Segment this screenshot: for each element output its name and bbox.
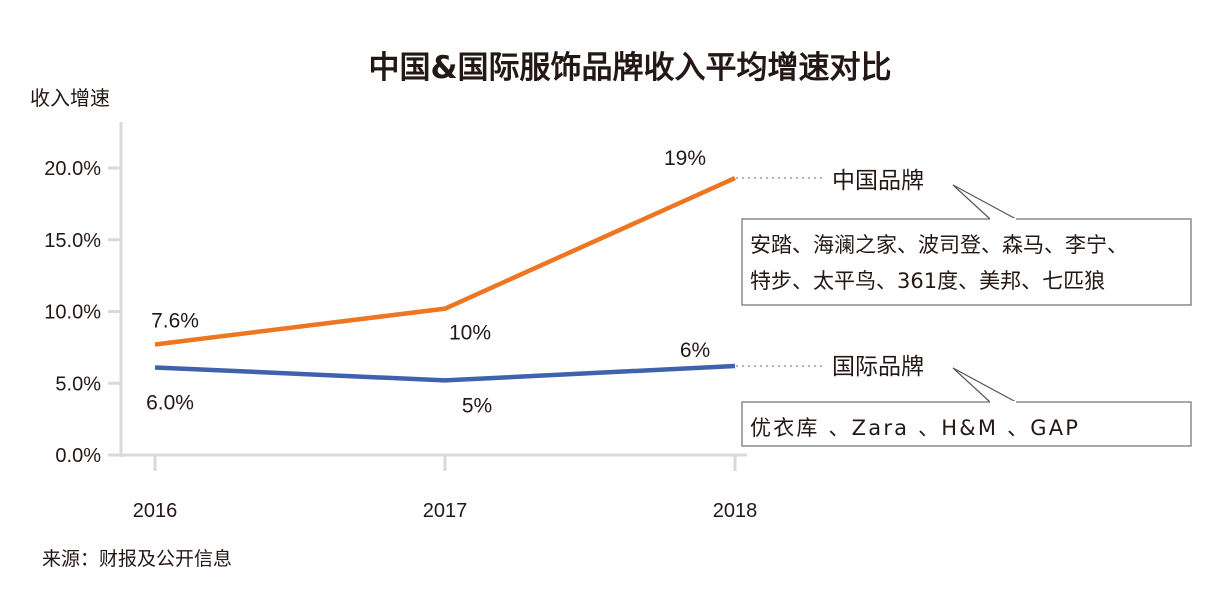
data-label: 19%	[664, 147, 706, 170]
data-labels: 7.6% 10% 19% 6.0% 5% 6%	[146, 147, 710, 417]
callout-brands: 特步、太平鸟、361度、美邦、七匹狼	[750, 269, 1105, 293]
legend-label: 国际品牌	[832, 354, 924, 380]
source-note: 来源：财报及公开信息	[42, 548, 232, 570]
x-tick-label: 2018	[713, 500, 758, 522]
y-tick-label: 10.0%	[44, 302, 101, 324]
legend-label: 中国品牌	[832, 168, 924, 194]
data-label: 10%	[449, 322, 491, 345]
y-axis-label: 收入增速	[30, 86, 110, 110]
callout-brands: 安踏、海澜之家、波司登、森马、李宁、	[750, 233, 1128, 257]
data-label: 7.6%	[151, 310, 199, 333]
callout-pointer	[952, 367, 1017, 403]
x-tick-label: 2016	[133, 500, 178, 522]
callout-pointer	[952, 184, 1017, 220]
y-tick-label: 15.0%	[44, 230, 101, 252]
callout-brands: 优衣库 、Zara 、H&M 、GAP	[750, 416, 1080, 440]
series-line-1	[154, 363, 736, 383]
data-label: 6%	[680, 339, 710, 362]
series-lines	[154, 175, 736, 383]
callout-box	[741, 401, 1192, 447]
y-ticks: 0.0% 5.0% 10.0% 15.0% 20.0%	[44, 158, 121, 467]
y-tick-label: 0.0%	[55, 445, 101, 467]
legend: 中国品牌安踏、海澜之家、波司登、森马、李宁、特步、太平鸟、361度、美邦、七匹狼…	[736, 168, 1192, 447]
x-tick-label: 2017	[423, 500, 468, 522]
x-ticks: 2016 2017 2018	[133, 455, 758, 522]
y-tick-label: 20.0%	[44, 158, 101, 180]
data-label: 6.0%	[146, 391, 194, 414]
y-tick-label: 5.0%	[55, 373, 101, 395]
series-line-0	[154, 175, 736, 347]
axes	[108, 122, 747, 457]
callout-box	[741, 218, 1192, 306]
data-label: 5%	[462, 394, 492, 417]
chart-title: 中国&国际服饰品牌收入平均增速对比	[368, 50, 891, 86]
